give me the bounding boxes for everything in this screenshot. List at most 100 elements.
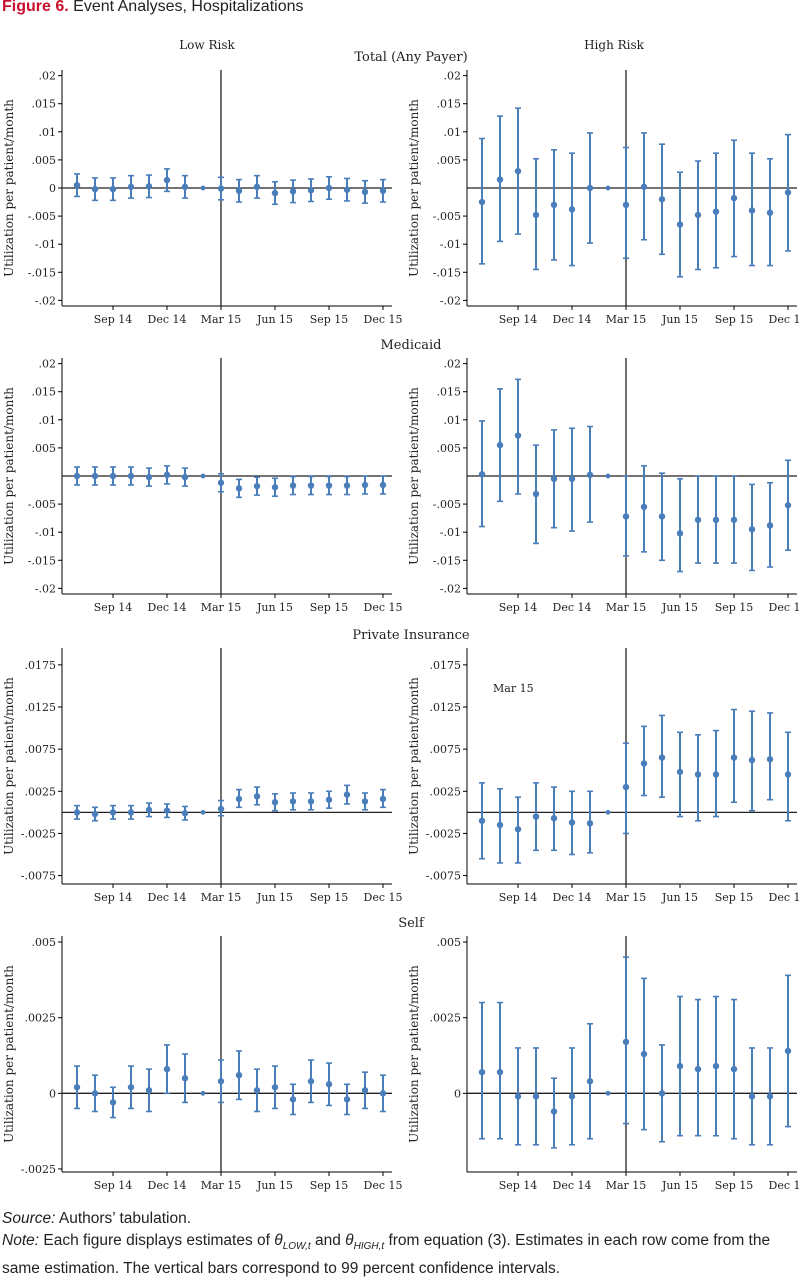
total-any-payer-high-risk-x-tick-label: Dec 15 [769, 313, 801, 326]
total-any-payer-low-risk-point [200, 185, 206, 191]
self-low-risk-point [343, 1096, 351, 1103]
private-insurance-high-risk-x-tick-label: Dec 14 [553, 891, 592, 904]
medicaid-low-risk-y-tick-label: .015 [32, 386, 57, 399]
total-any-payer-high-risk-x-tick-label: Sep 14 [499, 313, 538, 326]
self-low-risk-point [361, 1087, 369, 1094]
medicaid-high-risk-point [676, 530, 684, 537]
total-any-payer-high-risk-point [568, 206, 576, 213]
total-any-payer-high-risk-y-tick-label: .01 [444, 126, 462, 139]
self-low-risk-point [235, 1071, 243, 1079]
figure-number: Figure 6. [2, 0, 69, 15]
private-insurance-high-risk-point [622, 783, 630, 791]
medicaid-low-risk-point [361, 481, 369, 489]
private-insurance-low-risk-point [181, 810, 189, 817]
figure-title: Figure 6. Event Analyses, Hospitalizatio… [2, 0, 303, 16]
total-any-payer-high-risk-y-tick-label: .02 [444, 70, 462, 83]
total-any-payer-low-risk-point [217, 185, 225, 192]
note-label: Note: [2, 1232, 40, 1249]
row-title-medicaid: Medicaid [381, 338, 442, 353]
medicaid-high-risk-x-tick-label: Jun 15 [661, 601, 698, 614]
total-any-payer-high-risk-point [605, 185, 611, 191]
private-insurance-low-risk-x-tick-label: Dec 15 [364, 891, 403, 904]
self-low-risk-y-tick-label: 0 [49, 1087, 56, 1100]
private-insurance-high-risk-y-axis-label: Utilization per patient/month [407, 677, 421, 855]
total-any-payer-high-risk-y-tick-label: .005 [437, 154, 462, 167]
medicaid-high-risk-x-tick-label: Sep 14 [499, 601, 538, 614]
self-high-risk-x-tick-label: Mar 15 [606, 1179, 647, 1192]
total-any-payer-high-risk-point [514, 167, 522, 175]
total-any-payer-low-risk-y-tick-label: -.005 [28, 210, 56, 223]
medicaid-low-risk-x-tick-label: Dec 14 [148, 601, 187, 614]
self-low-risk-point [289, 1096, 297, 1103]
medicaid-high-risk-point [568, 475, 576, 483]
row-title-self: Self [398, 916, 425, 931]
total-any-payer-high-risk-point [712, 208, 720, 215]
private-insurance-high-risk-point [568, 819, 576, 826]
private-insurance-low-risk-y-tick-label: .0075 [25, 743, 57, 756]
self-high-risk-point [532, 1093, 540, 1100]
private-insurance-high-risk-point [532, 813, 540, 820]
private-insurance-low-risk-point [289, 798, 297, 805]
medicaid-low-risk-x-tick-label: Sep 14 [94, 601, 133, 614]
self-low-risk-point [109, 1099, 117, 1106]
total-any-payer-low-risk-point [235, 187, 243, 195]
medicaid-low-risk-point [181, 473, 189, 481]
medicaid-low-risk-point [217, 479, 225, 486]
total-any-payer-low-risk-point [253, 183, 261, 191]
self-high-risk-point [622, 1038, 630, 1046]
total-any-payer-low-risk-point [145, 183, 153, 190]
self-low-risk-point [271, 1084, 279, 1091]
total-any-payer-high-risk-y-tick-label: -.01 [440, 238, 461, 251]
private-insurance-high-risk-point [640, 760, 648, 767]
total-any-payer-high-risk-x-tick-label: Mar 15 [606, 313, 647, 326]
self-low-risk-point [253, 1087, 261, 1094]
total-any-payer-high-risk-point [658, 196, 666, 203]
private-insurance-high-risk-point [478, 817, 486, 824]
medicaid-high-risk-point [478, 471, 486, 478]
private-insurance-low-risk-y-axis-label: Utilization per patient/month [2, 677, 16, 855]
total-any-payer-low-risk-y-tick-label: 0 [49, 182, 56, 195]
private-insurance-low-risk-point [145, 806, 153, 814]
self-low-risk-point [163, 1065, 171, 1073]
private-insurance-low-risk-point [253, 793, 261, 800]
total-any-payer-low-risk-point [127, 183, 135, 191]
total-any-payer-high-risk-x-tick-label: Jun 15 [661, 313, 698, 326]
total-any-payer-low-risk-y-axis-label: Utilization per patient/month [2, 99, 16, 277]
self-low-risk-y-tick-label: .0025 [25, 1012, 57, 1025]
theta-low-symbol: θLOW,t [274, 1232, 311, 1253]
medicaid-high-risk-y-tick-label: .01 [444, 414, 462, 427]
private-insurance-high-risk-y-tick-label: -.0025 [426, 827, 461, 840]
medicaid-high-risk-point [586, 471, 594, 479]
self-high-risk-point [514, 1093, 522, 1100]
self-high-risk-point [712, 1062, 720, 1070]
medicaid-high-risk-point [640, 503, 648, 511]
private-insurance-low-risk-x-tick-label: Sep 15 [310, 891, 349, 904]
column-label-low-risk: Low Risk [179, 38, 235, 52]
total-any-payer-high-risk-y-tick-label: .015 [437, 98, 462, 111]
total-any-payer-high-risk-point [478, 198, 486, 206]
medicaid-high-risk-point [730, 516, 738, 524]
total-any-payer-low-risk-point [163, 176, 171, 184]
total-any-payer-low-risk-y-tick-label: -.01 [35, 238, 56, 251]
medicaid-low-risk-point [200, 473, 206, 479]
medicaid-low-risk-y-tick-label: -.02 [35, 582, 56, 595]
source-label: Source: [2, 1210, 56, 1227]
self-low-risk-x-tick-label: Mar 15 [201, 1179, 242, 1192]
event-analyses-chart: Low Risk High Risk Total (Any Payer) Med… [2, 38, 801, 1192]
medicaid-low-risk-y-tick-label: -.005 [28, 498, 56, 511]
self-high-risk-point [496, 1068, 504, 1076]
medicaid-high-risk-x-tick-label: Mar 15 [606, 601, 647, 614]
private-insurance-low-risk-point [73, 809, 81, 816]
medicaid-low-risk-x-tick-label: Sep 15 [310, 601, 349, 614]
self-low-risk-point [127, 1084, 135, 1091]
medicaid-high-risk-point [514, 432, 522, 439]
self-high-risk-x-tick-label: Sep 15 [715, 1179, 754, 1192]
private-insurance-low-risk-y-tick-label: -.0025 [21, 827, 56, 840]
medicaid-high-risk-y-tick-label: -.02 [440, 582, 461, 595]
medicaid-high-risk-x-tick-label: Dec 15 [769, 601, 801, 614]
medicaid-high-risk-y-tick-label: -.015 [433, 554, 461, 567]
private-insurance-high-risk-point [676, 768, 684, 776]
private-insurance-high-risk-point [658, 754, 666, 761]
theta-high-symbol: θHIGH,t [345, 1232, 385, 1253]
theta-high-subscript: HIGH,t [353, 1241, 385, 1253]
